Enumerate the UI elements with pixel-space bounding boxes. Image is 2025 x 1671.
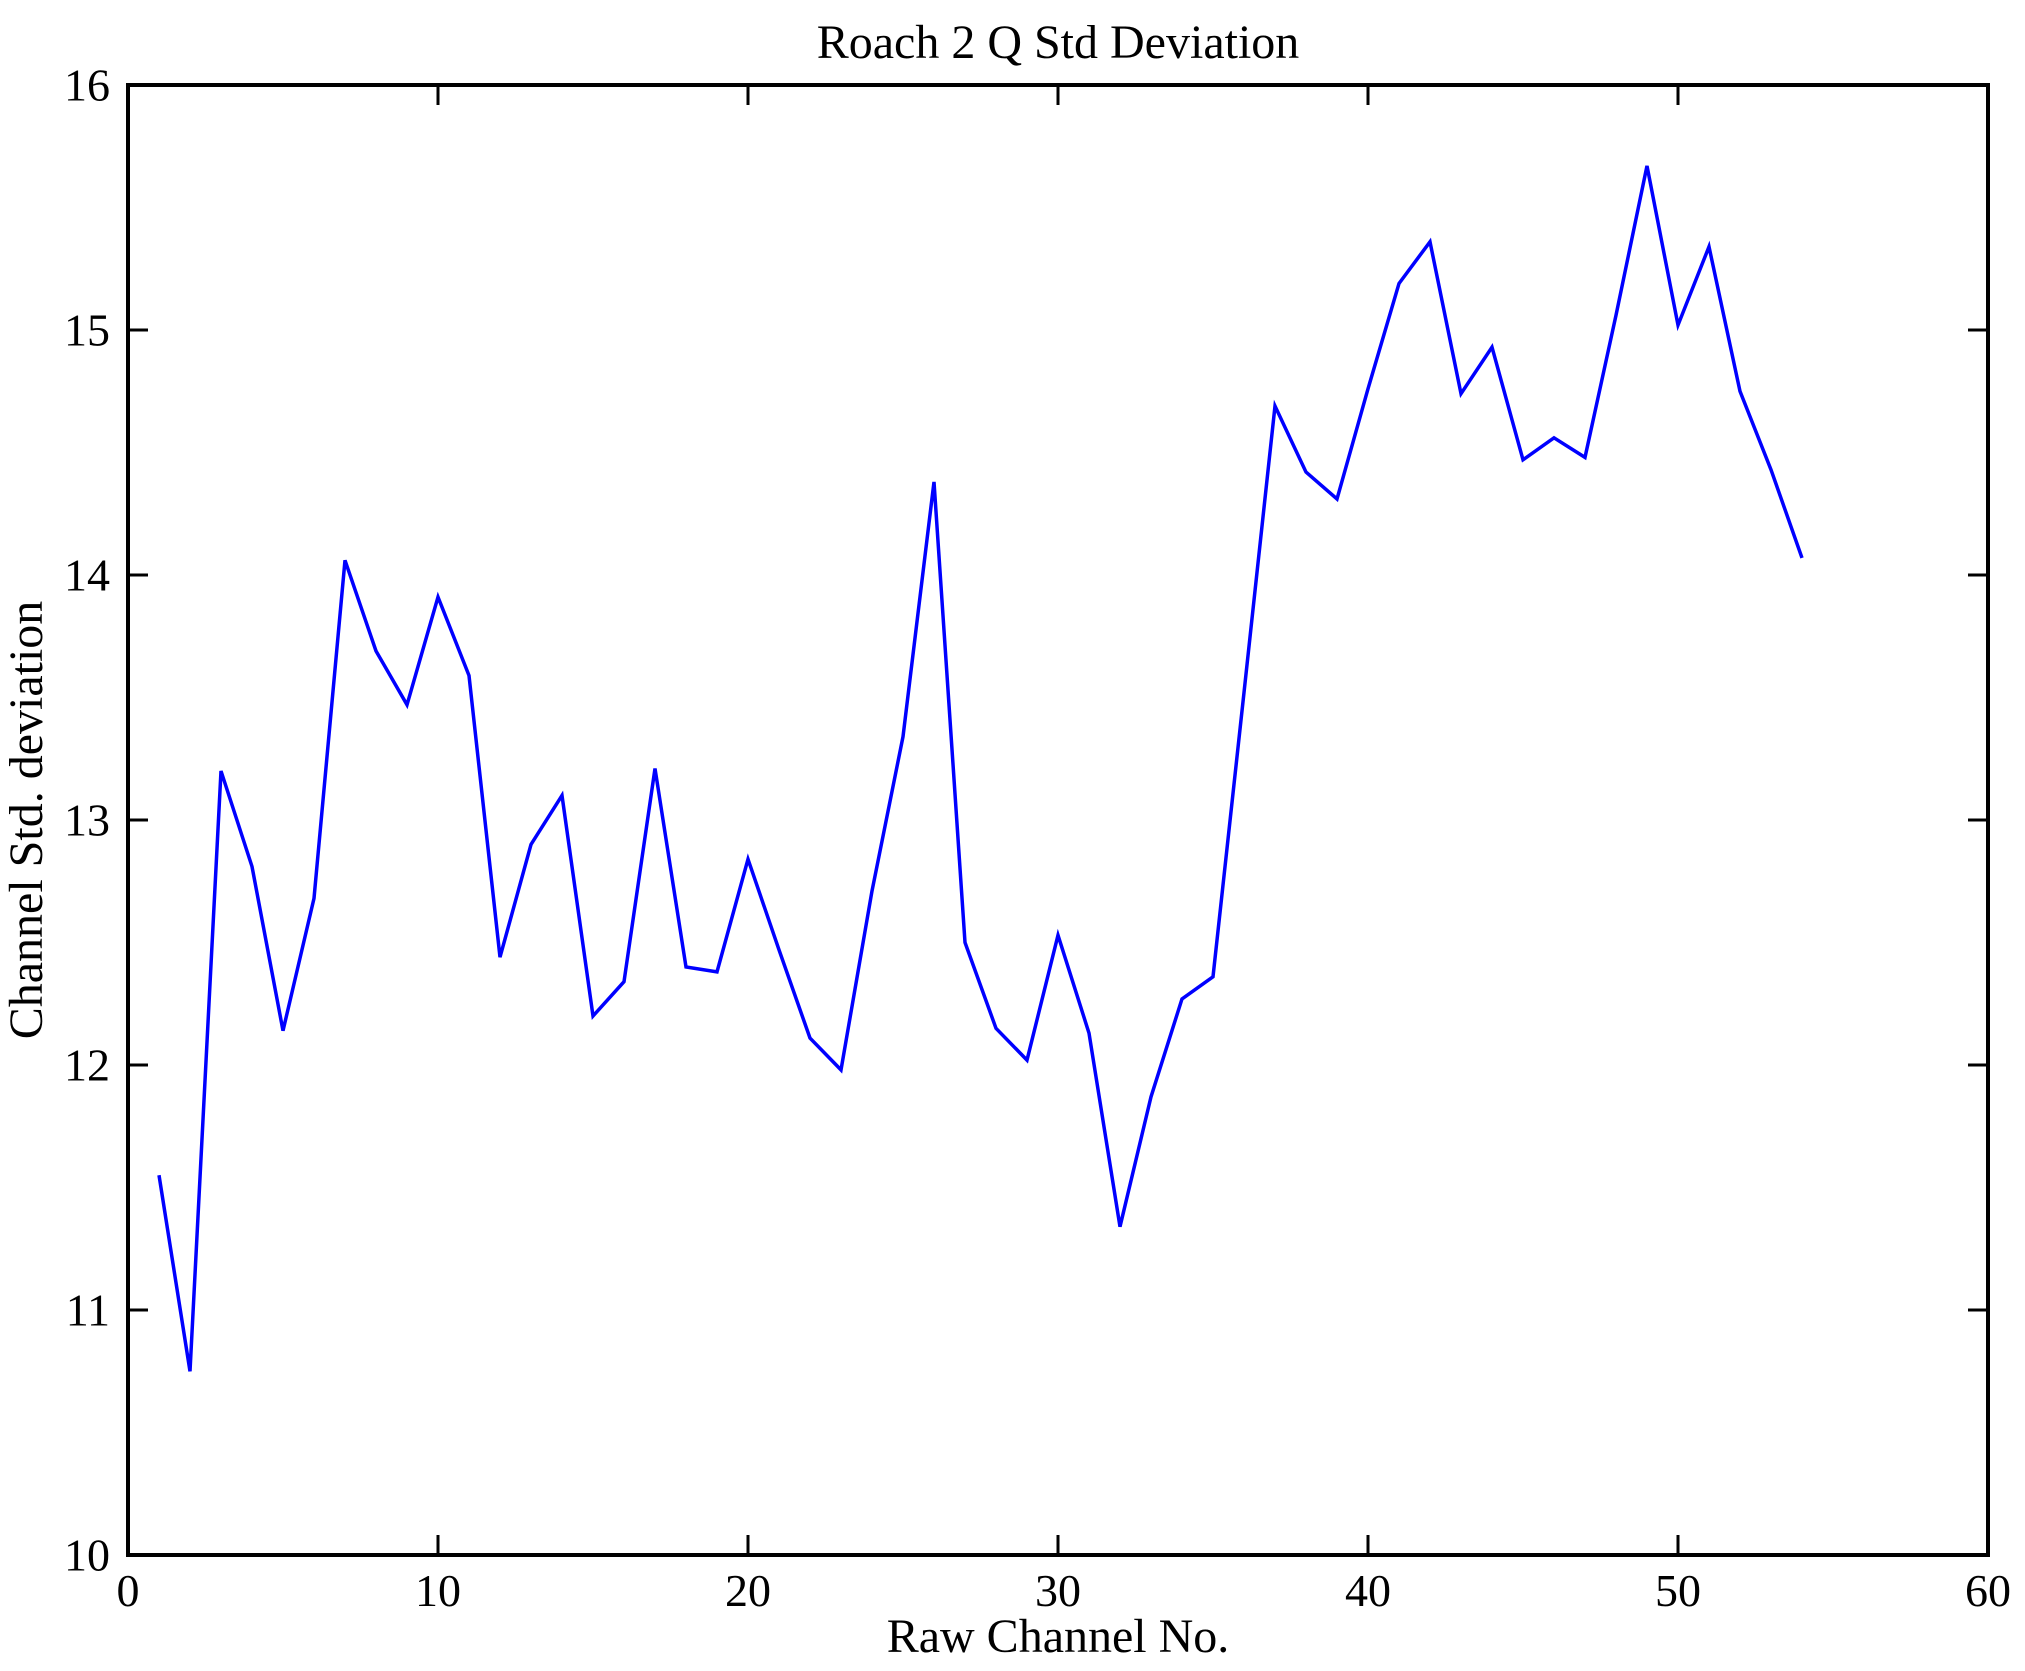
y-tick-label: 11 [66,1285,110,1336]
y-tick-label: 10 [64,1530,110,1581]
x-tick-label: 20 [725,1565,771,1616]
data-series-line [157,165,1804,1372]
x-axis-label: Raw Channel No. [887,1610,1230,1663]
x-tick-label: 0 [117,1565,140,1616]
y-axis-label: Channel Std. deviation [0,601,53,1040]
y-tick-label: 14 [64,550,110,601]
x-tick-label: 40 [1345,1565,1391,1616]
axis-ticks [126,83,1990,1557]
x-tick-label: 30 [1035,1565,1081,1616]
x-tick-label: 10 [415,1565,461,1616]
y-tick-label: 12 [64,1040,110,1091]
y-tick-label: 15 [64,305,110,356]
x-tick-label: 50 [1655,1565,1701,1616]
plot-area-border [126,83,1990,1557]
y-tick-label: 16 [64,60,110,111]
x-tick-label: 60 [1965,1565,2011,1616]
chart-title: Roach 2 Q Std Deviation [817,16,1300,69]
y-tick-label: 13 [64,795,110,846]
